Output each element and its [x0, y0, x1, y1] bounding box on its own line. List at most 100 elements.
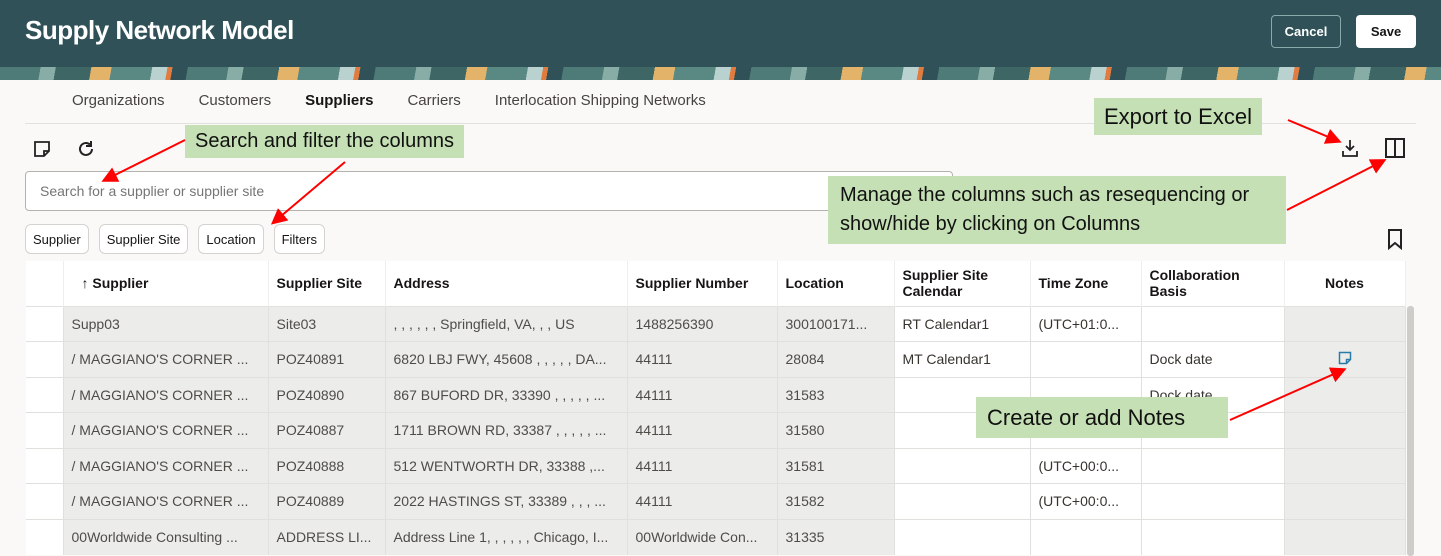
- vertical-scrollbar[interactable]: [1407, 306, 1414, 556]
- row-selector[interactable]: [26, 376, 64, 413]
- cell-time-zone[interactable]: (UTC+00:0...: [1030, 483, 1142, 519]
- column-header-supplier-site[interactable]: Supplier Site: [268, 261, 386, 306]
- bookmark-icon[interactable]: [1384, 228, 1406, 250]
- cell-notes[interactable]: [1284, 305, 1406, 342]
- cell-collaboration-basis[interactable]: [1141, 518, 1285, 555]
- cell-notes[interactable]: [1284, 518, 1406, 555]
- cell-supplier: / MAGGIANO'S CORNER ...: [63, 447, 269, 484]
- filter-chips: Supplier Supplier Site Location Filters: [25, 224, 325, 254]
- cell-supplier-site: ADDRESS LI...: [268, 518, 386, 555]
- column-header-collaboration-basis[interactable]: Collaboration Basis: [1141, 261, 1285, 306]
- filter-chip-filters[interactable]: Filters: [273, 224, 325, 254]
- row-selector[interactable]: [26, 483, 64, 519]
- cell-supplier-site-calendar[interactable]: [894, 447, 1031, 484]
- filter-chip-supplier[interactable]: Supplier: [25, 224, 89, 254]
- cell-supplier-site: POZ40889: [268, 483, 386, 519]
- column-header-notes[interactable]: Notes: [1284, 261, 1406, 306]
- cell-supplier-site-calendar[interactable]: RT Calendar1: [894, 305, 1031, 342]
- note-icon[interactable]: [1338, 351, 1352, 368]
- cell-notes[interactable]: [1284, 483, 1406, 519]
- divider: [25, 123, 1416, 124]
- tab-suppliers[interactable]: Suppliers: [305, 92, 374, 109]
- column-header-supplier[interactable]: ↑ Supplier: [63, 261, 269, 306]
- tab-interlocation-shipping-networks[interactable]: Interlocation Shipping Networks: [494, 92, 706, 109]
- cell-location: 31583: [777, 376, 895, 413]
- refresh-icon[interactable]: [75, 138, 97, 160]
- cell-time-zone[interactable]: [1030, 518, 1142, 555]
- cell-notes[interactable]: [1284, 341, 1406, 377]
- cell-time-zone[interactable]: [1030, 341, 1142, 377]
- table-row[interactable]: / MAGGIANO'S CORNER ... POZ40888 512 WENTW…: [26, 447, 1406, 484]
- annotation-columns: Manage the columns such as resequencing …: [828, 176, 1286, 244]
- cell-notes[interactable]: [1284, 447, 1406, 484]
- cell-collaboration-basis[interactable]: [1141, 305, 1285, 342]
- annotation-notes: Create or add Notes: [976, 397, 1228, 438]
- column-header-address[interactable]: Address: [385, 261, 628, 306]
- cell-address: 6820 LBJ FWY, 45608 , , , , , DA...: [385, 341, 628, 377]
- row-selector[interactable]: [26, 412, 64, 448]
- cell-supplier-number: 44111: [627, 376, 778, 413]
- filter-chip-supplier-site[interactable]: Supplier Site: [98, 224, 189, 254]
- cell-supplier: 00Worldwide Consulting ...: [63, 518, 269, 555]
- row-selector[interactable]: [26, 305, 64, 342]
- cell-address: 867 BUFORD DR, 33390 , , , , , ...: [385, 376, 628, 413]
- cell-supplier: Supp03: [63, 305, 269, 342]
- table-row[interactable]: / MAGGIANO'S CORNER ... POZ40889 2022 HAST…: [26, 483, 1406, 519]
- table-row[interactable]: 00Worldwide Consulting ... ADDRESS LI... A…: [26, 518, 1406, 555]
- search-input[interactable]: [25, 171, 953, 211]
- cell-address: 1711 BROWN RD, 33387 , , , , , ...: [385, 412, 628, 448]
- cell-supplier-site-calendar[interactable]: [894, 483, 1031, 519]
- cell-location: 31335: [777, 518, 895, 555]
- cancel-button[interactable]: Cancel: [1271, 15, 1341, 48]
- cell-address: Address Line 1, , , , , , Chicago, I...: [385, 518, 628, 555]
- row-selector[interactable]: [26, 447, 64, 484]
- page-title: Supply Network Model: [25, 15, 294, 45]
- app-header: Supply Network Model Cancel Save: [0, 0, 1441, 67]
- decorative-banner: [0, 67, 1441, 80]
- cell-supplier-site: POZ40888: [268, 447, 386, 484]
- column-header-supplier-site-calendar[interactable]: Supplier Site Calendar: [894, 261, 1031, 306]
- cell-time-zone[interactable]: (UTC+01:0...: [1030, 305, 1142, 342]
- cell-supplier-site: POZ40890: [268, 376, 386, 413]
- cell-supplier-site: POZ40891: [268, 341, 386, 377]
- cell-notes[interactable]: [1284, 376, 1406, 413]
- cell-location: 31581: [777, 447, 895, 484]
- note-icon[interactable]: [31, 138, 53, 160]
- export-icon[interactable]: [1339, 137, 1361, 159]
- cell-address: 2022 HASTINGS ST, 33389 , , , ...: [385, 483, 628, 519]
- row-selector[interactable]: [26, 341, 64, 377]
- column-header-time-zone[interactable]: Time Zone: [1030, 261, 1142, 306]
- sort-ascending-icon[interactable]: ↑: [81, 275, 93, 292]
- cell-location: 31580: [777, 412, 895, 448]
- cell-time-zone[interactable]: (UTC+00:0...: [1030, 447, 1142, 484]
- suppliers-table: ↑ Supplier Supplier Site Address Supplier N…: [26, 261, 1406, 555]
- cell-address: , , , , , , Springfield, VA, , , US: [385, 305, 628, 342]
- cell-collaboration-basis[interactable]: [1141, 447, 1285, 484]
- columns-icon[interactable]: [1384, 137, 1406, 159]
- filter-chip-location[interactable]: Location: [198, 224, 264, 254]
- cell-supplier-site-calendar[interactable]: MT Calendar1: [894, 341, 1031, 377]
- table-row[interactable]: / MAGGIANO'S CORNER ... POZ40891 6820 LBJ …: [26, 341, 1406, 377]
- tab-bar: Organizations Customers Suppliers Carrie…: [72, 92, 706, 109]
- column-header-location[interactable]: Location: [777, 261, 895, 306]
- save-button[interactable]: Save: [1356, 15, 1416, 48]
- cell-supplier-site-calendar[interactable]: [894, 518, 1031, 555]
- cell-location: 28084: [777, 341, 895, 377]
- tab-customers[interactable]: Customers: [198, 92, 272, 109]
- select-column-header: [26, 261, 64, 306]
- cell-supplier-site-calendar[interactable]: [894, 376, 1031, 413]
- tab-carriers[interactable]: Carriers: [407, 92, 461, 109]
- cell-supplier: / MAGGIANO'S CORNER ...: [63, 483, 269, 519]
- tab-organizations[interactable]: Organizations: [72, 92, 165, 109]
- cell-address: 512 WENTWORTH DR, 33388 ,...: [385, 447, 628, 484]
- column-header-supplier-number[interactable]: Supplier Number: [627, 261, 778, 306]
- table-row[interactable]: Supp03 Site03, , , , , , Springfield, VA,…: [26, 305, 1406, 342]
- arrow-to-columns: [1286, 159, 1387, 211]
- row-selector[interactable]: [26, 518, 64, 555]
- cell-collaboration-basis[interactable]: [1141, 483, 1285, 519]
- cell-notes[interactable]: [1284, 412, 1406, 448]
- cell-supplier: / MAGGIANO'S CORNER ...: [63, 376, 269, 413]
- cell-location: 300100171...: [777, 305, 895, 342]
- cell-supplier: / MAGGIANO'S CORNER ...: [63, 341, 269, 377]
- cell-collaboration-basis[interactable]: Dock date: [1141, 341, 1285, 377]
